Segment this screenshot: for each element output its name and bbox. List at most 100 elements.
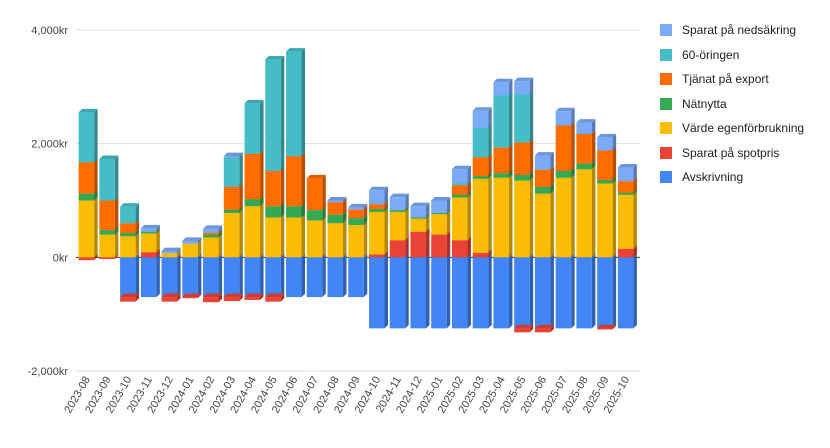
- bar-segment: [203, 233, 223, 258]
- bar-segment: [493, 144, 513, 174]
- bar-segment: [265, 293, 285, 302]
- bar-segment: [265, 167, 285, 207]
- gridlines: [76, 29, 640, 372]
- bar-segment: [555, 121, 575, 171]
- bar-segment: [451, 165, 471, 184]
- bar-segment: [514, 90, 534, 143]
- bar-segment: [182, 293, 202, 299]
- bar-segment: [514, 177, 534, 258]
- bar-segment: [265, 253, 285, 298]
- bar-segment: [472, 124, 492, 158]
- bar-segment: [120, 232, 140, 258]
- legend-item[interactable]: Sparat på spotpris: [660, 141, 825, 166]
- y-tick-label: 0kr: [53, 252, 69, 264]
- bar-segment: [472, 107, 492, 128]
- bar-segment: [327, 197, 347, 203]
- legend-label: Sparat på nedsäkring: [682, 23, 797, 38]
- bar-segment: [223, 153, 243, 187]
- bar-segment: [348, 253, 368, 298]
- bar-segment: [286, 152, 306, 207]
- legend: Sparat på nedsäkring 60-öringen Tjänat på …: [660, 18, 825, 190]
- legend-label: Värde egenförbrukning: [682, 121, 805, 136]
- legend-item[interactable]: Sparat på nedsäkring: [660, 18, 825, 43]
- bar-segment: [368, 253, 388, 329]
- bar-segment: [306, 174, 326, 211]
- legend-label: Tjänat på export: [682, 72, 769, 87]
- bar-segment: [327, 253, 347, 298]
- bar-segment: [203, 293, 223, 303]
- bar-segment: [140, 253, 160, 298]
- bar-segment: [244, 150, 264, 200]
- bar-segment: [161, 247, 181, 254]
- legend-item[interactable]: Nätnytta: [660, 92, 825, 117]
- bar-segment: [534, 152, 554, 170]
- bar-segment: [555, 174, 575, 258]
- bar-segment: [120, 203, 140, 224]
- bar-segment: [161, 293, 181, 302]
- bar-segment: [368, 186, 388, 205]
- legend-item[interactable]: Avskrivning: [660, 165, 825, 190]
- bar-segment: [182, 253, 202, 298]
- bar-segment: [534, 253, 554, 329]
- legend-label: Sparat på spotpris: [682, 145, 780, 160]
- bar-segment: [368, 208, 388, 255]
- bars: [78, 48, 637, 333]
- bar-segment: [597, 324, 617, 330]
- bar-segment: [451, 253, 471, 329]
- bar-segment: [203, 253, 223, 298]
- bar-segment: [348, 221, 368, 258]
- bar-segment: [514, 139, 534, 175]
- bar-segment: [120, 253, 140, 298]
- bar-segment: [493, 91, 513, 148]
- bar-segment: [78, 158, 98, 194]
- bar-segment: [514, 324, 534, 333]
- bar-segment: [244, 202, 264, 258]
- bar-segment: [514, 253, 534, 329]
- legend-swatch: [660, 97, 672, 110]
- bar-segment: [472, 253, 492, 329]
- bar-segment: [493, 253, 513, 329]
- bar-segment: [389, 208, 409, 241]
- bar-segment: [555, 107, 575, 126]
- bar-segment: [223, 152, 243, 158]
- bar-segment: [244, 99, 264, 154]
- bar-segment: [327, 219, 347, 258]
- bar-segment: [493, 174, 513, 258]
- bar-segment: [161, 253, 181, 298]
- bar-segment: [431, 231, 451, 258]
- legend-label: Nätnytta: [682, 96, 727, 111]
- legend-item[interactable]: 60-öringen: [660, 43, 825, 68]
- bar-segment: [451, 236, 471, 258]
- bar-segment: [389, 253, 409, 329]
- bar-segment: [286, 48, 306, 157]
- legend-swatch: [660, 146, 672, 159]
- bar-segment: [203, 225, 223, 233]
- bar-segment: [431, 253, 451, 329]
- bar-segment: [617, 191, 637, 249]
- bar-segment: [451, 194, 471, 241]
- bar-segment: [286, 253, 306, 298]
- bar-segment: [78, 108, 98, 163]
- legend-swatch: [660, 24, 672, 37]
- bar-segment: [223, 183, 243, 210]
- bar-segment: [597, 179, 617, 258]
- bar-segment: [286, 214, 306, 258]
- bar-segment: [576, 119, 596, 135]
- bar-segment: [306, 216, 326, 258]
- bar-segment: [597, 146, 617, 181]
- legend-swatch: [660, 171, 672, 184]
- bar-segment: [576, 253, 596, 329]
- bar-segment: [348, 203, 368, 210]
- bar-segment: [99, 231, 119, 258]
- y-tick-label: -2,000kr: [28, 366, 69, 378]
- bar-segment: [597, 253, 617, 329]
- bar-segment: [265, 56, 285, 171]
- legend-item[interactable]: Tjänat på export: [660, 67, 825, 92]
- bar-segment: [306, 253, 326, 298]
- bar-segment: [140, 224, 160, 232]
- bar-segment: [265, 214, 285, 258]
- bar-segment: [389, 193, 409, 211]
- bar-segment: [493, 78, 513, 96]
- legend-item[interactable]: Värde egenförbrukning: [660, 116, 825, 141]
